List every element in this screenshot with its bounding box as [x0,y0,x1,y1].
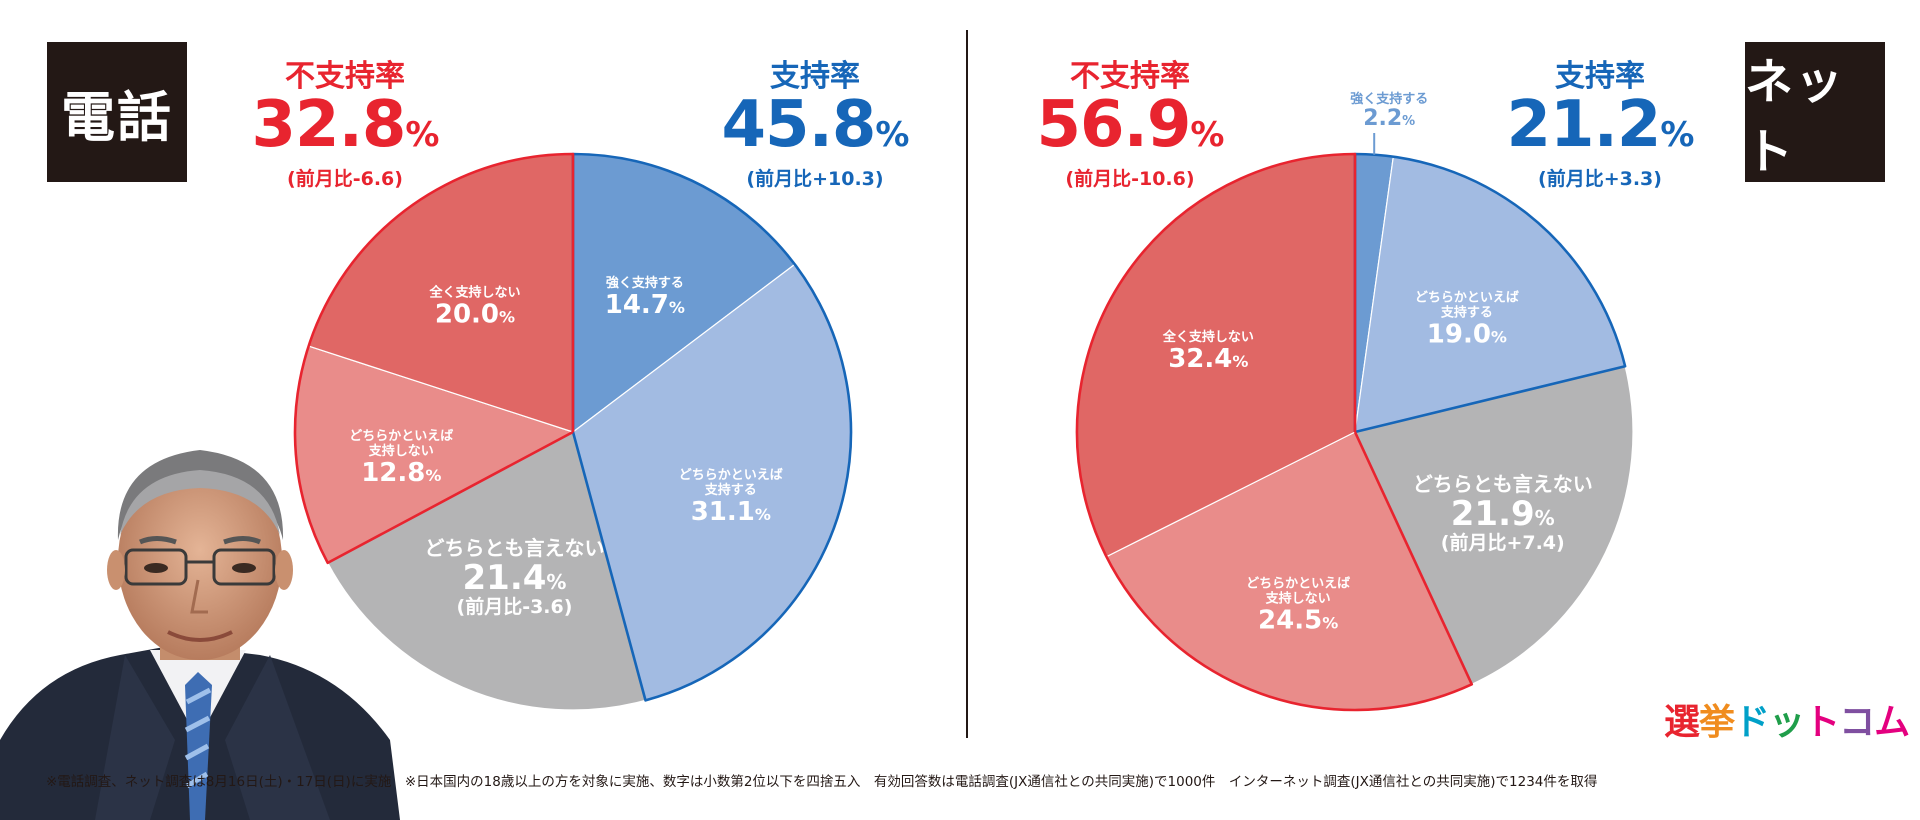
phone-label-text-somewhat-not-support-1: 支持しない [368,443,434,459]
phone-label-text-not-support-at-all-0: 全く支持しない [428,285,520,301]
logo-char: コ [1839,702,1875,743]
phone-support-label: 支持率 [770,59,860,94]
net-label-text-somewhat-support-0: どちらかといえば [1415,290,1519,305]
phone-label-text-strong-support-0: 強く支持する [606,275,684,291]
net-not-support-rate: 56.9% [1036,88,1225,162]
phone-not-support-label: 不支持率 [285,59,405,94]
net-not-support-delta: (前月比-10.6) [1065,168,1195,190]
senkyo-dotcom-logo: 選挙ドットコム [1664,693,1910,745]
phone-value-strong-support: 14.7% [605,290,685,320]
phone-label-text-somewhat-support-0: どちらかといえば [679,468,783,483]
net-support-rate: 21.2% [1506,88,1695,162]
logo-char: 選 [1664,702,1700,743]
phone-label-text-somewhat-not-support-0: どちらかといえば [349,429,453,444]
net-value-not-support-at-all: 32.4% [1168,344,1248,374]
net-pie-chart: 強く支持する2.2%どちらかといえば支持する19.0%どちらとも言えない21.9… [1075,91,1634,712]
net-method-label: ネット [1745,42,1885,182]
survey-footnote: ※電話調査、ネット調査は8月16日(土)・17日(日)に実施 ※日本国内の18歳… [46,774,1598,790]
net-value-somewhat-support: 19.0% [1427,319,1507,349]
phone-support-rate: 45.8% [721,88,910,162]
phone-value-neutral: 21.4% [463,558,567,598]
phone-label-text-somewhat-support-1: 支持する [704,482,757,498]
net-slice-neutral [1354,365,1634,685]
phone-support-outline [571,152,853,702]
phone-not-support-outline [293,152,575,565]
phone-slice-neutral [327,431,647,711]
net-support-headline: 支持率 21.2% (前月比+3.3) [1500,60,1700,192]
logo-char: 挙 [1699,702,1735,743]
phone-value-somewhat-not-support: 12.8% [361,458,441,488]
phone-value-somewhat-support: 31.1% [691,497,771,527]
phone-support-delta: (前月比+10.3) [746,168,884,190]
phone-method-label: 電話 [47,42,187,182]
net-not-support-label: 不支持率 [1070,59,1190,94]
net-label-text-neutral-0: どちらとも言えない [1413,472,1593,496]
net-label-text-somewhat-not-support-0: どちらかといえば [1246,577,1350,592]
logo-char: ド [1734,702,1770,743]
net-delta-neutral: (前月比+7.4) [1441,531,1565,554]
net-support-delta: (前月比+3.3) [1538,168,1662,190]
phone-delta-neutral: (前月比-3.6) [457,595,573,618]
center-divider [966,30,968,738]
net-support-label: 支持率 [1555,59,1645,94]
net-label-text-strong-support-0: 強く支持する [1350,91,1428,107]
phone-pie-chart: 強く支持する14.7%どちらかといえば支持する31.1%どちらとも言えない21.… [293,152,853,711]
net-label-text-somewhat-not-support-1: 支持しない [1265,591,1331,607]
phone-not-support-delta: (前月比-6.6) [287,168,403,190]
logo-char: ッ [1769,702,1805,743]
net-label-text-not-support-at-all-0: 全く支持しない [1162,329,1254,345]
net-support-outline [1353,152,1627,434]
logo-char: ト [1804,702,1840,743]
politician-portrait [0,450,400,820]
net-label-text-somewhat-support-1: 支持する [1440,304,1493,320]
net-not-support-headline: 不支持率 56.9% (前月比-10.6) [1030,60,1230,192]
phone-not-support-headline: 不支持率 32.8% (前月比-6.6) [245,60,445,192]
net-value-somewhat-not-support: 24.5% [1258,606,1338,636]
net-value-neutral: 21.9% [1451,494,1555,534]
phone-not-support-rate: 32.8% [251,88,440,162]
net-value-strong-support: 2.2% [1363,106,1415,131]
phone-support-headline: 支持率 45.8% (前月比+10.3) [715,60,915,192]
net-not-support-outline [1075,152,1474,712]
logo-char: ム [1874,702,1910,743]
phone-value-not-support-at-all: 20.0% [435,300,515,330]
phone-label-text-neutral-0: どちらとも言えない [424,536,604,560]
